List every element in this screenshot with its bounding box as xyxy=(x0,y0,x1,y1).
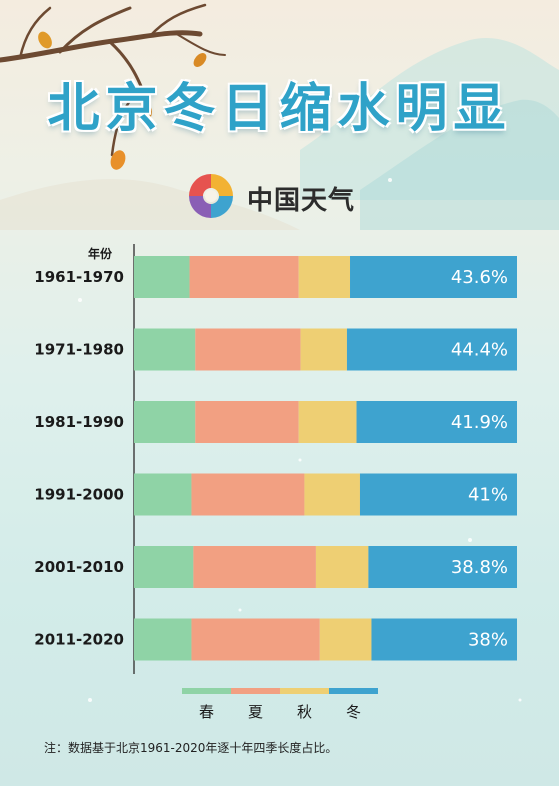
bar-segment xyxy=(193,546,316,588)
y-tick-label: 1961-1970 xyxy=(34,268,124,286)
bar-segment xyxy=(134,618,192,661)
footnote: 注：数据基于北京1961-2020年逐十年四季长度占比。 xyxy=(44,741,338,755)
bar-segment xyxy=(346,328,517,371)
bar-segment xyxy=(134,473,192,516)
y-tick-label: 1971-1980 xyxy=(34,341,124,359)
bar-segment xyxy=(195,401,299,443)
bar-segment xyxy=(195,328,301,371)
bar-segment xyxy=(298,256,351,298)
bar-segment xyxy=(189,256,299,298)
bar-segment xyxy=(191,618,320,661)
bar-segment xyxy=(359,473,517,516)
legend-swatch xyxy=(280,688,329,694)
bar-segment xyxy=(191,473,305,516)
brand-logo-text: 中国天气 xyxy=(247,186,356,216)
y-tick-label: 2001-2010 xyxy=(34,558,124,576)
y-tick-label: 2011-2020 xyxy=(34,631,124,649)
bar-segment xyxy=(134,256,190,298)
mountain-shape xyxy=(0,179,300,230)
tree-branch-icon xyxy=(0,3,226,157)
legend-swatch xyxy=(182,688,231,694)
y-tick-label: 1991-2000 xyxy=(34,486,124,504)
bar-segment xyxy=(298,401,357,443)
bar-data-label: 44.4% xyxy=(451,340,508,361)
swirl-logo-icon xyxy=(189,174,233,218)
bar-data-label: 41.9% xyxy=(451,412,508,433)
legend-label: 春 xyxy=(199,703,214,721)
bars-group: 1961-1970 43.6% 1971-1980 44.4% 1981-1990 41.… xyxy=(34,256,517,661)
bar-segment xyxy=(315,546,369,588)
legend-label: 秋 xyxy=(297,703,312,721)
page-title: 北京冬日缩水明显 xyxy=(47,78,512,139)
mountain-shape xyxy=(360,99,559,230)
legend: 春夏秋冬 xyxy=(182,688,378,721)
bar-segment xyxy=(371,618,517,661)
brand-logo: 中国天气 xyxy=(185,170,385,226)
bar-segment xyxy=(319,618,372,661)
bar-segment xyxy=(300,328,347,371)
legend-label: 夏 xyxy=(248,703,263,721)
bar-segment xyxy=(134,328,196,371)
legend-swatch xyxy=(231,688,280,694)
bar-segment xyxy=(134,546,194,588)
y-tick-label: 1981-1990 xyxy=(34,413,124,431)
bar-segment xyxy=(350,256,517,298)
bar-segment xyxy=(134,401,196,443)
leaf-icon xyxy=(38,31,207,170)
bar-segment xyxy=(368,546,517,588)
legend-swatch xyxy=(329,688,378,694)
bar-data-label: 43.6% xyxy=(451,267,508,288)
bar-data-label: 38% xyxy=(468,630,508,651)
mountain-shape xyxy=(300,37,559,200)
legend-label: 冬 xyxy=(346,703,361,721)
bar-data-label: 38.8% xyxy=(451,557,508,578)
bar-segment xyxy=(304,473,360,516)
bar-data-label: 41% xyxy=(468,485,508,506)
y-axis-title: 年份 xyxy=(88,246,113,261)
bar-segment xyxy=(356,401,517,443)
